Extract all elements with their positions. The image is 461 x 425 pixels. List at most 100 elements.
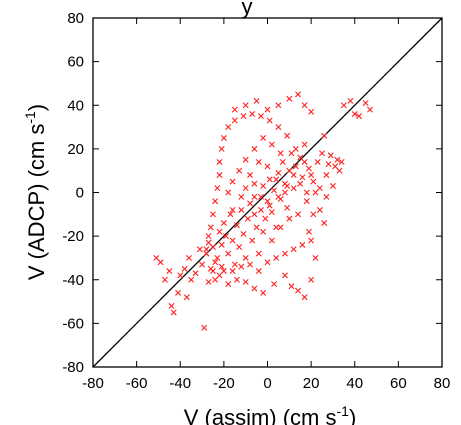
- data-points: [153, 91, 374, 331]
- data-point: [273, 224, 280, 231]
- data-point: [268, 209, 275, 216]
- data-point: [251, 285, 258, 292]
- data-point: [275, 102, 282, 109]
- data-point: [279, 158, 286, 165]
- data-point: [238, 263, 245, 270]
- data-point: [183, 294, 190, 301]
- data-point: [312, 254, 319, 261]
- data-point: [281, 189, 288, 196]
- data-point: [229, 268, 236, 275]
- data-point: [247, 200, 254, 207]
- data-point: [255, 158, 262, 165]
- data-point: [209, 268, 216, 275]
- data-point: [299, 241, 306, 248]
- data-point: [216, 172, 223, 179]
- data-point: [260, 182, 267, 189]
- data-point: [188, 276, 195, 283]
- data-point: [201, 324, 208, 331]
- data-point: [308, 172, 315, 179]
- x-axis-label-close: ): [349, 405, 356, 425]
- data-point: [177, 272, 184, 279]
- data-point: [325, 161, 332, 168]
- data-point: [284, 132, 291, 139]
- data-point: [205, 233, 212, 240]
- data-point: [216, 228, 223, 235]
- data-point: [295, 91, 302, 98]
- data-point: [212, 276, 219, 283]
- data-point: [316, 185, 323, 192]
- x-tick-labels: -80 -60 -40 -20 0 20 40 60 80: [82, 375, 450, 392]
- data-point: [242, 102, 249, 109]
- x-tick-label: 40: [346, 375, 363, 392]
- data-point: [308, 237, 315, 244]
- data-point: [247, 261, 254, 268]
- data-point: [362, 100, 369, 107]
- data-point: [297, 180, 304, 187]
- data-point: [247, 172, 254, 179]
- y-axis-label: V (ADCP) (cm s-1): [22, 104, 49, 280]
- data-point: [338, 158, 345, 165]
- data-point: [297, 154, 304, 161]
- data-point: [332, 163, 339, 170]
- data-point: [305, 228, 312, 235]
- data-point: [253, 97, 260, 104]
- x-tick-label: 60: [390, 375, 407, 392]
- data-point: [299, 174, 306, 181]
- data-point: [229, 237, 236, 244]
- x-tick-label: 0: [263, 375, 271, 392]
- data-point: [286, 95, 293, 102]
- data-point: [340, 102, 347, 109]
- data-point: [290, 172, 297, 179]
- data-point: [288, 283, 295, 290]
- data-point: [288, 150, 295, 157]
- data-point: [231, 106, 238, 113]
- data-point: [284, 182, 291, 189]
- data-point: [321, 220, 328, 227]
- data-point: [227, 211, 234, 218]
- data-point: [323, 193, 330, 200]
- y-tick-label: -40: [62, 272, 84, 289]
- data-point: [275, 169, 282, 176]
- data-point: [295, 287, 302, 294]
- data-point: [266, 176, 273, 183]
- data-point: [229, 206, 236, 213]
- data-point: [275, 193, 282, 200]
- data-point: [308, 108, 315, 115]
- data-point: [166, 268, 173, 275]
- y-axis-label-close: ): [24, 104, 49, 111]
- x-tick-label: -40: [169, 375, 191, 392]
- data-point: [209, 211, 216, 218]
- data-point: [249, 237, 256, 244]
- y-tick-label: -60: [62, 315, 84, 332]
- data-point: [203, 246, 210, 253]
- data-point: [236, 167, 243, 174]
- data-point: [301, 102, 308, 109]
- data-point: [284, 204, 291, 211]
- data-point: [242, 185, 249, 192]
- data-point: [351, 110, 358, 117]
- x-tick-label: 20: [303, 375, 320, 392]
- data-point: [225, 281, 232, 288]
- data-point: [281, 272, 288, 279]
- data-point: [257, 113, 264, 120]
- y-tick-label: 80: [67, 10, 84, 27]
- data-point: [308, 276, 315, 283]
- data-point: [268, 237, 275, 244]
- data-point: [266, 202, 273, 209]
- data-point: [236, 244, 243, 251]
- data-point: [251, 193, 258, 200]
- data-point: [290, 185, 297, 192]
- x-axis-label-text: V (assim) (cm s: [184, 405, 337, 425]
- data-point: [251, 145, 258, 152]
- data-point: [290, 246, 297, 253]
- data-point: [303, 189, 310, 196]
- data-point: [231, 261, 238, 268]
- data-point: [229, 178, 236, 185]
- data-point: [199, 261, 206, 268]
- data-point: [205, 278, 212, 285]
- x-tick-label: -80: [82, 375, 104, 392]
- data-point: [319, 150, 326, 157]
- data-point: [223, 233, 230, 240]
- data-point: [273, 254, 280, 261]
